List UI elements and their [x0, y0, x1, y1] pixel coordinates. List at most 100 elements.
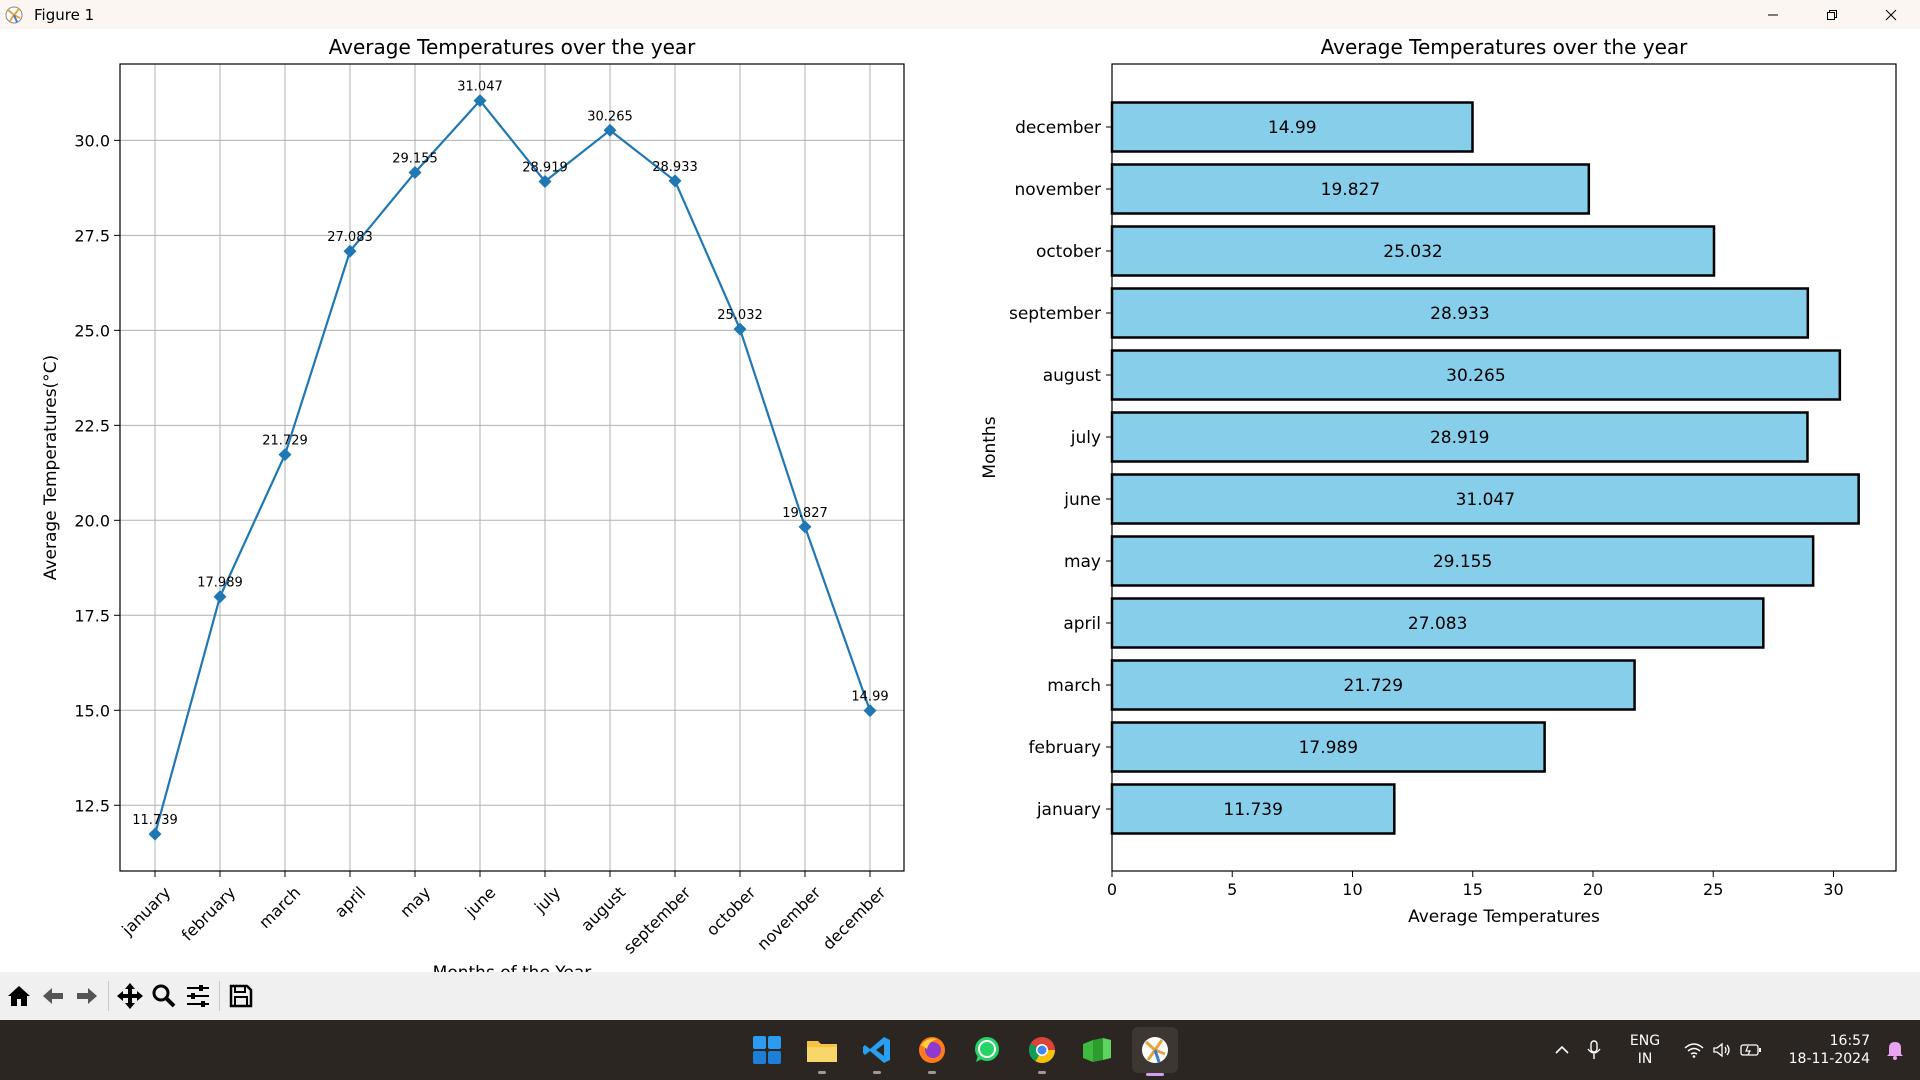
restore-button[interactable]	[1802, 0, 1861, 29]
bar-chart-title: Average Temperatures over the year	[1321, 35, 1688, 59]
chrome-button[interactable]	[1022, 1030, 1062, 1074]
data-label: 14.99	[851, 690, 888, 705]
running-indicator	[873, 1071, 881, 1074]
file-explorer-button[interactable]	[802, 1030, 842, 1074]
data-point-marker	[343, 244, 357, 258]
network-volume-battery-button[interactable]	[1684, 1042, 1762, 1058]
chrome-icon	[1028, 1037, 1056, 1064]
data-label: 28.919	[522, 160, 568, 175]
data-label: 21.729	[262, 434, 308, 449]
zoom-button[interactable]	[147, 979, 181, 1013]
x-tick-label: july	[530, 883, 564, 917]
bar-december	[1110, 101, 1474, 153]
bar-chart-y-axis-label: Months	[980, 416, 1000, 478]
firefox-icon	[919, 1037, 945, 1063]
bar-april	[1110, 597, 1765, 649]
y-tick-label: 12.5	[74, 796, 110, 815]
data-label: 19.827	[782, 506, 828, 521]
minimize-button[interactable]	[1743, 0, 1802, 29]
microphone-button[interactable]	[1574, 1040, 1614, 1060]
y-tick-label: may	[1064, 552, 1101, 572]
bar-june	[1110, 473, 1860, 525]
back-icon	[43, 988, 63, 1004]
home-button[interactable]	[2, 979, 36, 1013]
bar-value-label: 17.989	[1299, 738, 1358, 758]
back-button[interactable]	[36, 979, 70, 1013]
data-label: 28.933	[652, 160, 698, 175]
x-tick-label: 0	[1107, 880, 1117, 899]
vscode-icon	[863, 1037, 890, 1063]
notifications-button[interactable]	[1886, 1040, 1904, 1060]
temperature-line	[153, 98, 872, 835]
pan-button[interactable]	[113, 979, 147, 1013]
bar-value-label: 19.827	[1321, 180, 1380, 200]
bar-november	[1110, 163, 1591, 215]
close-button[interactable]	[1861, 0, 1920, 29]
x-tick-label: april	[331, 883, 369, 921]
data-label: 27.083	[327, 230, 373, 245]
window-title: Figure 1	[34, 5, 95, 24]
bar-value-label: 14.99	[1268, 118, 1317, 138]
x-tick-label: october	[703, 883, 760, 940]
data-point-marker	[278, 448, 292, 462]
line-chart-title: Average Temperatures over the year	[329, 35, 696, 59]
language-indicator[interactable]: ENG IN	[1622, 1032, 1668, 1068]
data-point-marker	[668, 174, 682, 188]
clock-time: 16:57	[1829, 1033, 1870, 1049]
notification-bell-icon	[1887, 1042, 1903, 1060]
data-label: 29.155	[392, 151, 438, 166]
volume-icon	[1713, 1042, 1730, 1058]
whatsapp-button[interactable]	[967, 1030, 1007, 1070]
spreadsheet-button[interactable]	[1077, 1030, 1117, 1070]
figure-canvas: 12.5 15.0 17.5 20.0 22.5 25.0 27.5 30.0 january f…	[0, 29, 1920, 972]
data-point-marker	[148, 827, 162, 841]
data-label: 30.265	[587, 109, 633, 124]
data-label: 17.989	[197, 576, 243, 591]
data-label: 11.739	[132, 813, 178, 828]
x-tick-label: june	[461, 883, 500, 922]
window-titlebar: Figure 1	[0, 0, 1920, 29]
chevron-up-icon	[1555, 1045, 1569, 1054]
x-tick-label: 5	[1227, 880, 1237, 899]
x-tick-label: 10	[1342, 880, 1362, 899]
bar-september	[1110, 287, 1810, 339]
clock[interactable]: 16:57 18-11-2024	[1780, 1032, 1870, 1068]
bar-value-label: 30.265	[1446, 366, 1505, 386]
configure-subplots-button[interactable]	[181, 979, 215, 1013]
matplotlib-app-icon	[5, 6, 23, 23]
bar-value-label: 29.155	[1433, 552, 1492, 572]
save-button[interactable]	[224, 979, 258, 1013]
y-tick-label: 15.0	[74, 701, 110, 720]
data-point-marker	[473, 94, 487, 108]
start-button[interactable]	[747, 1030, 787, 1070]
x-tick-label: august	[577, 883, 629, 935]
y-tick-label: march	[1047, 676, 1101, 696]
data-point-marker	[863, 704, 877, 718]
x-tick-label: february	[178, 883, 240, 945]
y-tick-label: july	[1070, 428, 1101, 448]
y-tick-label: september	[1009, 304, 1101, 324]
y-tick-label: june	[1063, 490, 1101, 510]
firefox-button[interactable]	[912, 1030, 952, 1074]
clock-date: 18-11-2024	[1788, 1051, 1870, 1067]
home-icon	[8, 986, 30, 1006]
forward-button[interactable]	[70, 979, 104, 1013]
toolbar-separator	[219, 981, 220, 1011]
bar-february	[1110, 721, 1546, 773]
tray-overflow-button[interactable]	[1550, 1045, 1574, 1055]
y-tick-label: december	[1015, 118, 1101, 138]
matplotlib-button[interactable]	[1132, 1027, 1178, 1076]
y-tick-label: august	[1043, 366, 1102, 386]
line-chart-axes-frame	[119, 63, 905, 872]
bar-july	[1110, 411, 1809, 463]
data-point-marker	[798, 520, 812, 534]
y-tick-label: 25.0	[74, 321, 110, 340]
bar-october	[1110, 225, 1716, 277]
x-tick-label: january	[117, 883, 174, 940]
bar-value-label: 25.032	[1383, 242, 1442, 262]
start-icon	[753, 1036, 781, 1064]
vscode-button[interactable]	[857, 1030, 897, 1074]
bar-may	[1110, 535, 1815, 587]
data-point-marker	[603, 123, 617, 137]
